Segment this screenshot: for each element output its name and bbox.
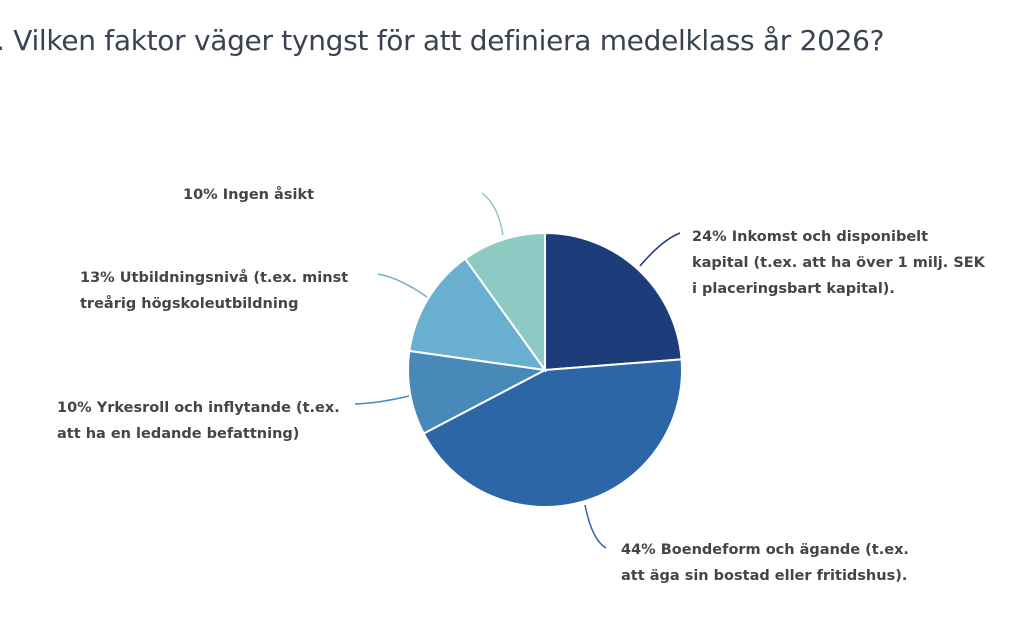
label-line: 13% Utbildningsnivå (t.ex. minst	[80, 270, 349, 286]
leader-line-yrkes	[354, 395, 410, 405]
label-line: 10% Ingen åsikt	[183, 187, 315, 203]
label-line: 44% Boendeform och ägande (t.ex.	[621, 542, 909, 558]
chart-title: . Vilken faktor väger tyngst för att def…	[0, 24, 885, 57]
slice-label-ingen: 10% Ingen åsikt	[183, 182, 314, 208]
leader-line-boende	[584, 504, 607, 549]
label-line: att ha en ledande befattning)	[57, 426, 300, 442]
pie-slice-1	[422, 358, 683, 508]
label-line: kapital (t.ex. att ha över 1 milj. SEK	[692, 255, 985, 271]
pie-slice-4	[463, 231, 546, 374]
label-line: i placeringsbart kapital).	[692, 281, 895, 297]
label-line: 24% Inkomst och disponibelt	[692, 229, 929, 245]
label-line: 10% Yrkesroll och inflytande (t.ex.	[57, 400, 340, 416]
pie-slice-0	[544, 231, 683, 372]
slice-label-yrkes: 10% Yrkesroll och inflytande (t.ex. att …	[57, 395, 340, 447]
pie-slice-2	[407, 349, 549, 435]
leader-line-utbildning	[377, 273, 428, 298]
slice-label-inkomst: 24% Inkomst och disponibelt kapital (t.e…	[692, 224, 985, 302]
pie-slice-3	[408, 257, 548, 372]
slice-label-utbildning: 13% Utbildningsnivå (t.ex. minst treårig…	[80, 265, 348, 317]
label-line: att äga sin bostad eller fritidshus).	[621, 568, 908, 584]
label-line: treårig högskoleutbildning	[80, 296, 299, 312]
leader-line-ingen	[481, 192, 504, 236]
slice-label-boende: 44% Boendeform och ägande (t.ex. att äga…	[621, 537, 909, 589]
leader-line-inkomst	[639, 232, 681, 267]
